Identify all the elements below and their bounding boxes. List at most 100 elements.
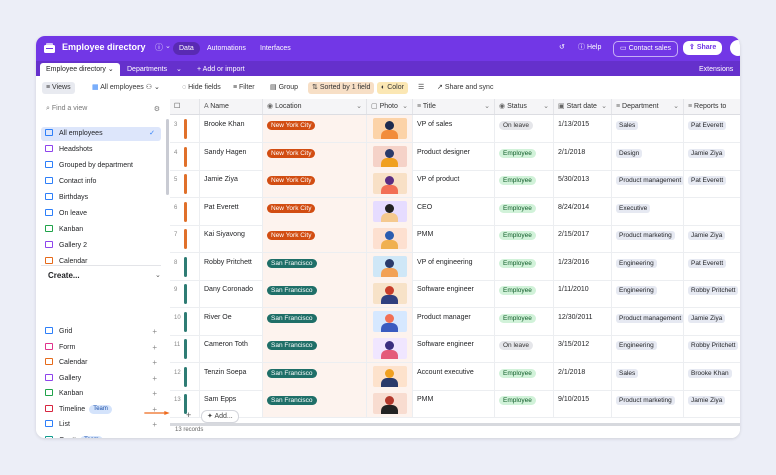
photo-cell[interactable]	[367, 335, 413, 362]
tab-departments[interactable]: Departments	[127, 66, 168, 73]
plus-icon[interactable]: +	[186, 410, 192, 420]
headshot-image[interactable]	[373, 228, 407, 249]
plus-icon[interactable]: +	[152, 358, 157, 367]
help-button[interactable]: ⓘ Help	[578, 41, 601, 55]
start-date-cell[interactable]: 3/15/2012	[554, 335, 612, 362]
create-view-item[interactable]: Timeline Team +	[41, 403, 161, 417]
chevron-down-icon[interactable]: ⌄	[356, 103, 362, 110]
status-cell[interactable]: Employee	[495, 197, 554, 225]
table-row[interactable]: 6 Pat Everett New York City CEO Employee 8/24…	[170, 197, 740, 226]
row-number-cell[interactable]: 9	[170, 280, 200, 307]
photo-cell[interactable]	[367, 225, 413, 252]
status-cell[interactable]: On leave	[495, 335, 554, 362]
photo-cell[interactable]	[367, 142, 413, 170]
department-cell[interactable]: Engineering	[612, 252, 684, 280]
table-row[interactable]: 10 River Oe San Francisco Product manager Em…	[170, 307, 740, 336]
share-sync-button[interactable]: ↗ Share and sync	[437, 82, 493, 94]
reports-to-cell[interactable]: Robby Pritchett	[684, 335, 740, 362]
find-view-input[interactable]: ⌕ Find a view ⚙	[46, 105, 160, 119]
location-cell[interactable]: San Francisco	[263, 390, 367, 417]
create-view-item[interactable]: Gallery +	[41, 372, 161, 386]
tab-employee-directory[interactable]: Employee directory ⌄	[40, 63, 120, 76]
sidebar-view-item[interactable]: On leave	[41, 207, 161, 221]
row-number-cell[interactable]: 4	[170, 142, 200, 170]
color-button[interactable]: ◐ Color	[377, 82, 408, 94]
column-header[interactable]: ≡ Department ⌄	[612, 99, 684, 114]
department-cell[interactable]: Sales	[612, 362, 684, 390]
row-number-cell[interactable]: 7	[170, 225, 200, 252]
create-view-item[interactable]: List +	[41, 418, 161, 432]
name-cell[interactable]: Jamie Ziya	[200, 170, 263, 197]
headshot-image[interactable]	[373, 200, 407, 222]
status-cell[interactable]: On leave	[495, 115, 554, 142]
headshot-image[interactable]	[373, 310, 407, 332]
column-header[interactable]: ◉ Status ⌄	[495, 99, 554, 114]
view-switcher[interactable]: ▦ All employees ⚇ ⌄	[92, 82, 160, 94]
extensions-button[interactable]: Extensions	[699, 66, 734, 73]
location-cell[interactable]: New York City	[263, 142, 367, 170]
row-number-cell[interactable]: 13	[170, 390, 200, 417]
status-cell[interactable]: Employee	[495, 307, 554, 335]
name-cell[interactable]: Sandy Hagen	[200, 142, 263, 170]
name-cell[interactable]: Robby Pritchett	[200, 252, 263, 280]
department-cell[interactable]: Design	[612, 142, 684, 170]
column-header[interactable]: ≡ Title ⌄	[413, 99, 495, 114]
department-cell[interactable]: Engineering	[612, 335, 684, 362]
start-date-cell[interactable]: 5/30/2013	[554, 170, 612, 197]
group-button[interactable]: ▤ Group	[270, 82, 298, 94]
name-cell[interactable]: Kai Siyavong	[200, 225, 263, 252]
reports-to-cell[interactable]: Pat Everett	[684, 253, 740, 280]
reports-to-cell[interactable]: Brooke Khan	[684, 363, 740, 390]
name-cell[interactable]: Dany Coronado	[200, 280, 263, 307]
all-tables-chevron-icon[interactable]: ⌄	[176, 66, 182, 73]
table-row[interactable]: 7 Kai Siyavong New York City PMM Employee 2/1…	[170, 225, 740, 253]
headshot-image[interactable]	[373, 365, 407, 387]
sidebar-view-item[interactable]: Gallery 2	[41, 239, 161, 253]
table-row[interactable]: 12 Tenzin Soepa San Francisco Account execu…	[170, 362, 740, 391]
chevron-down-icon[interactable]: ⌄	[543, 103, 549, 110]
photo-cell[interactable]	[367, 362, 413, 390]
location-cell[interactable]: New York City	[263, 225, 367, 252]
base-title[interactable]: Employee directory	[62, 42, 146, 52]
reports-to-cell[interactable]: Jamie Ziya	[684, 308, 740, 335]
hide-fields-button[interactable]: ◌ Hide fields	[182, 82, 221, 94]
sidebar-view-item[interactable]: Birthdays	[41, 191, 161, 205]
name-cell[interactable]: River Oe	[200, 307, 263, 335]
location-cell[interactable]: San Francisco	[263, 252, 367, 280]
row-number-cell[interactable]: 6	[170, 197, 200, 225]
start-date-cell[interactable]: 2/15/2017	[554, 225, 612, 252]
table-row[interactable]: 8 Robby Pritchett San Francisco VP of engin…	[170, 252, 740, 281]
start-date-cell[interactable]: 2/1/2018	[554, 142, 612, 170]
reports-to-cell[interactable]	[684, 198, 740, 225]
select-all-checkbox[interactable]: ☐	[170, 99, 200, 114]
column-header[interactable]: ▢ Photo ⌄	[367, 99, 413, 114]
create-view-item[interactable]: Kanban +	[41, 387, 161, 401]
gear-icon[interactable]: ⚙	[153, 106, 160, 113]
department-cell[interactable]: Product management	[612, 307, 684, 335]
horizontal-scrollbar[interactable]	[170, 423, 740, 426]
sidebar-view-item[interactable]: Headshots	[41, 143, 161, 157]
sidebar-view-item[interactable]: All employees ✓	[41, 127, 161, 141]
location-cell[interactable]: New York City	[263, 115, 367, 142]
title-cell[interactable]: Product manager	[413, 307, 495, 335]
title-cell[interactable]: PMM	[413, 390, 495, 417]
create-view-item[interactable]: Form +	[41, 341, 161, 355]
name-cell[interactable]: Brooke Khan	[200, 115, 263, 142]
create-view-item[interactable]: Grid +	[41, 325, 161, 339]
headshot-image[interactable]	[373, 283, 407, 304]
chevron-down-icon[interactable]: ⌄	[402, 103, 408, 110]
add-options-button[interactable]: ✦ Add...	[201, 410, 239, 423]
title-cell[interactable]: CEO	[413, 197, 495, 225]
chevron-down-icon[interactable]: ⌄	[673, 103, 679, 110]
name-cell[interactable]: Sam Epps	[200, 390, 263, 417]
start-date-cell[interactable]: 9/10/2015	[554, 390, 612, 417]
share-button[interactable]: ⇪ Share	[683, 41, 723, 55]
title-cell[interactable]: VP of engineering	[413, 252, 495, 280]
title-cell[interactable]: Software engineer	[413, 335, 495, 362]
chevron-down-icon[interactable]: ⌄	[155, 272, 161, 279]
reports-to-cell[interactable]: Jamie Ziya	[684, 143, 740, 170]
nav-tab-interfaces[interactable]: Interfaces	[260, 45, 291, 52]
status-cell[interactable]: Employee	[495, 280, 554, 307]
contact-sales-button[interactable]: ▭ Contact sales	[613, 41, 678, 57]
add-or-import-button[interactable]: + Add or import	[197, 66, 245, 73]
